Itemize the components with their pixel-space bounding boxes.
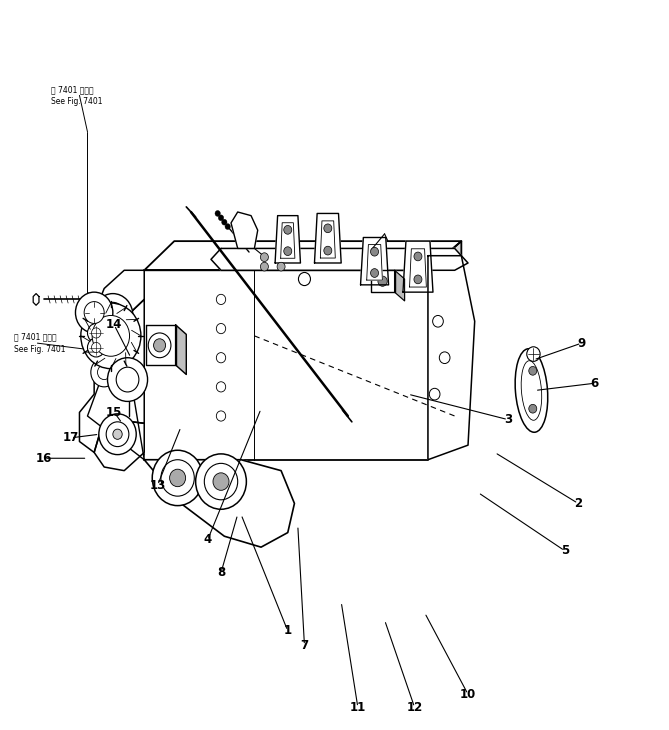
Circle shape bbox=[108, 358, 148, 402]
Circle shape bbox=[216, 382, 225, 392]
Circle shape bbox=[324, 224, 332, 233]
Polygon shape bbox=[88, 380, 145, 460]
Circle shape bbox=[101, 302, 125, 328]
Circle shape bbox=[216, 294, 225, 304]
Polygon shape bbox=[231, 212, 258, 248]
Circle shape bbox=[216, 323, 225, 334]
Circle shape bbox=[88, 323, 105, 342]
Circle shape bbox=[113, 429, 122, 439]
Text: 9: 9 bbox=[577, 337, 585, 350]
Circle shape bbox=[195, 454, 246, 510]
Circle shape bbox=[153, 450, 203, 506]
Circle shape bbox=[277, 262, 285, 271]
Text: 3: 3 bbox=[504, 413, 512, 426]
Circle shape bbox=[221, 219, 227, 225]
Polygon shape bbox=[409, 249, 426, 287]
Circle shape bbox=[371, 269, 379, 277]
Polygon shape bbox=[395, 270, 405, 301]
Polygon shape bbox=[145, 270, 428, 460]
Polygon shape bbox=[361, 237, 389, 285]
Polygon shape bbox=[147, 325, 175, 365]
Circle shape bbox=[108, 310, 118, 321]
Circle shape bbox=[116, 367, 139, 392]
Polygon shape bbox=[428, 241, 462, 460]
Polygon shape bbox=[33, 293, 39, 305]
Circle shape bbox=[260, 253, 268, 261]
Circle shape bbox=[92, 342, 101, 353]
Text: 12: 12 bbox=[407, 701, 423, 714]
Polygon shape bbox=[94, 420, 145, 471]
Text: 10: 10 bbox=[460, 688, 476, 701]
Text: 13: 13 bbox=[149, 479, 166, 492]
Polygon shape bbox=[145, 460, 294, 548]
Circle shape bbox=[260, 262, 268, 271]
Text: 16: 16 bbox=[36, 452, 52, 465]
Text: 8: 8 bbox=[217, 566, 225, 579]
Polygon shape bbox=[320, 221, 335, 258]
Circle shape bbox=[76, 292, 113, 333]
Text: 第 7401 図参照
See Fig. 7401: 第 7401 図参照 See Fig. 7401 bbox=[51, 85, 102, 106]
Text: 第 7401 図参照
See Fig. 7401: 第 7401 図参照 See Fig. 7401 bbox=[14, 333, 66, 353]
Polygon shape bbox=[367, 245, 383, 280]
Polygon shape bbox=[96, 270, 145, 325]
Polygon shape bbox=[275, 215, 300, 263]
Polygon shape bbox=[80, 299, 145, 453]
Circle shape bbox=[298, 272, 310, 285]
Circle shape bbox=[529, 404, 537, 413]
Circle shape bbox=[414, 252, 422, 261]
Polygon shape bbox=[371, 270, 395, 292]
Circle shape bbox=[284, 226, 292, 234]
Circle shape bbox=[154, 339, 166, 352]
Text: 15: 15 bbox=[106, 406, 122, 419]
Text: 17: 17 bbox=[63, 431, 79, 445]
Text: 14: 14 bbox=[106, 318, 122, 331]
Circle shape bbox=[161, 460, 194, 496]
Text: 4: 4 bbox=[203, 534, 212, 546]
Circle shape bbox=[218, 215, 223, 220]
Circle shape bbox=[216, 353, 225, 363]
Polygon shape bbox=[403, 241, 433, 292]
Polygon shape bbox=[175, 325, 186, 374]
Circle shape bbox=[371, 247, 379, 256]
Text: 5: 5 bbox=[561, 545, 569, 557]
Circle shape bbox=[81, 303, 141, 369]
Circle shape bbox=[378, 276, 387, 286]
Circle shape bbox=[92, 328, 101, 338]
Ellipse shape bbox=[521, 361, 542, 420]
Circle shape bbox=[225, 223, 230, 229]
Circle shape bbox=[433, 315, 444, 327]
Circle shape bbox=[204, 464, 237, 500]
Text: 7: 7 bbox=[300, 639, 308, 652]
Circle shape bbox=[91, 358, 118, 387]
Ellipse shape bbox=[515, 349, 548, 432]
Text: 2: 2 bbox=[574, 497, 582, 510]
Circle shape bbox=[529, 366, 537, 375]
Circle shape bbox=[92, 315, 130, 356]
Circle shape bbox=[414, 275, 422, 284]
Circle shape bbox=[98, 365, 111, 380]
Text: 6: 6 bbox=[591, 377, 599, 390]
Polygon shape bbox=[145, 241, 462, 270]
Polygon shape bbox=[211, 248, 468, 270]
Polygon shape bbox=[314, 213, 341, 263]
Circle shape bbox=[440, 352, 450, 364]
Text: 1: 1 bbox=[284, 624, 292, 637]
Circle shape bbox=[88, 338, 105, 357]
Circle shape bbox=[106, 422, 129, 447]
Circle shape bbox=[215, 210, 220, 216]
Circle shape bbox=[149, 333, 171, 358]
Text: 11: 11 bbox=[350, 701, 366, 714]
Circle shape bbox=[84, 301, 104, 323]
Circle shape bbox=[527, 347, 540, 361]
Polygon shape bbox=[428, 255, 475, 460]
Polygon shape bbox=[281, 223, 295, 258]
Circle shape bbox=[170, 469, 185, 487]
Circle shape bbox=[216, 411, 225, 421]
Circle shape bbox=[99, 414, 136, 455]
Circle shape bbox=[324, 246, 332, 255]
Circle shape bbox=[429, 388, 440, 400]
Circle shape bbox=[213, 473, 229, 491]
Circle shape bbox=[284, 247, 292, 255]
Circle shape bbox=[93, 293, 133, 337]
